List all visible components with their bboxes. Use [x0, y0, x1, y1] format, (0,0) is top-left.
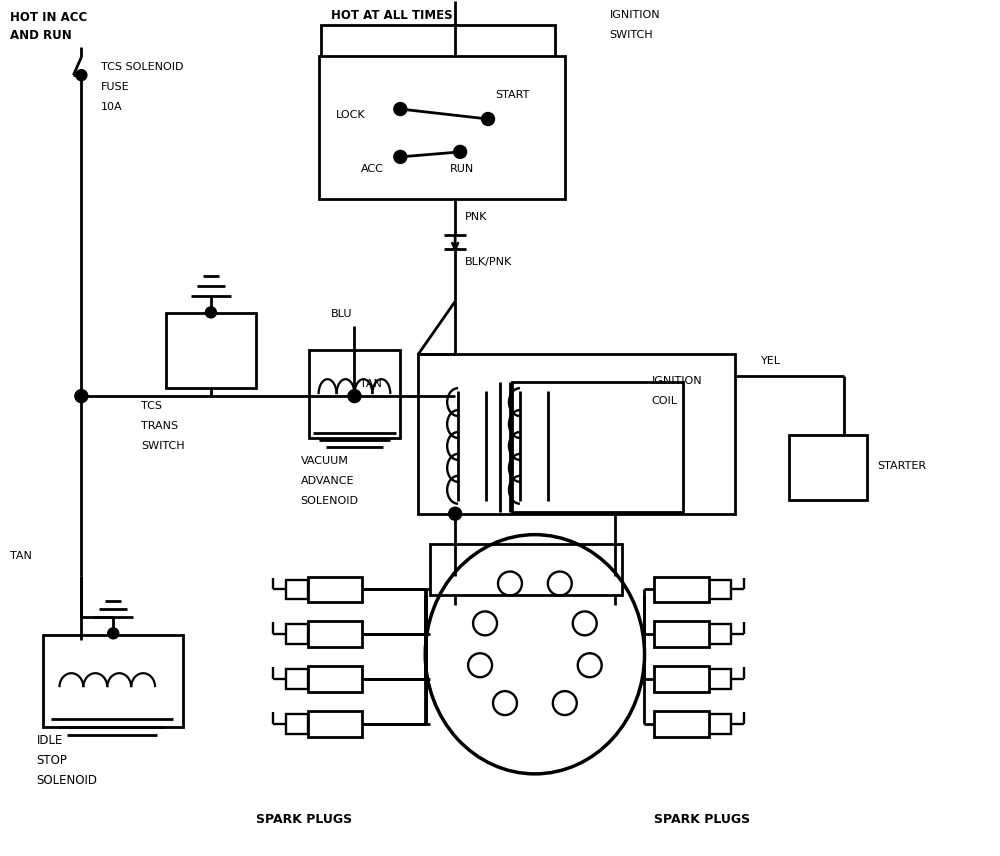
Bar [286, 580, 308, 599]
Text: SWITCH: SWITCH [610, 30, 653, 40]
Text: TAN: TAN [10, 550, 31, 561]
Bar [709, 714, 731, 734]
Text: PNK: PNK [465, 211, 487, 222]
Text: TCS SOLENOID: TCS SOLENOID [101, 62, 184, 72]
Bar [709, 669, 731, 689]
Bar [654, 577, 709, 603]
Bar [308, 577, 362, 603]
Text: ACC: ACC [360, 163, 383, 174]
Text: START: START [495, 90, 529, 100]
Circle shape [108, 627, 119, 639]
Circle shape [454, 146, 467, 158]
Text: SPARK PLUGS: SPARK PLUGS [256, 813, 352, 826]
Text: 10A: 10A [101, 102, 123, 112]
Bar [166, 313, 256, 388]
Bar [286, 714, 308, 734]
Text: COIL: COIL [652, 396, 678, 406]
Bar [286, 669, 308, 689]
Circle shape [348, 389, 361, 402]
Bar [286, 624, 308, 645]
Circle shape [449, 508, 462, 520]
Text: BLU: BLU [331, 309, 352, 319]
Text: SOLENOID: SOLENOID [301, 496, 359, 506]
Bar [654, 621, 709, 647]
Text: ADVANCE: ADVANCE [301, 476, 354, 486]
Text: SWITCH: SWITCH [141, 441, 185, 451]
Text: VACUUM: VACUUM [301, 456, 349, 466]
Bar [654, 666, 709, 693]
Bar [319, 56, 565, 199]
Text: IDLE: IDLE [37, 734, 63, 747]
Text: AND RUN: AND RUN [10, 29, 71, 42]
Text: STARTER: STARTER [877, 461, 926, 471]
Bar [308, 711, 362, 737]
Text: LOCK: LOCK [336, 110, 365, 120]
Text: BLK/PNK: BLK/PNK [465, 257, 512, 266]
Circle shape [75, 389, 88, 402]
Bar [308, 621, 362, 647]
Bar [43, 635, 183, 727]
Text: SOLENOID: SOLENOID [37, 775, 98, 788]
Text: RUN: RUN [450, 163, 474, 174]
Text: STOP: STOP [37, 754, 67, 768]
Text: IGNITION: IGNITION [610, 10, 660, 21]
Circle shape [205, 307, 216, 318]
Bar [430, 544, 622, 596]
Circle shape [76, 69, 87, 80]
Circle shape [394, 103, 407, 116]
Text: IGNITION: IGNITION [652, 376, 702, 386]
Bar [789, 435, 867, 500]
Text: TCS: TCS [141, 401, 162, 411]
Circle shape [394, 151, 407, 163]
Circle shape [482, 112, 495, 126]
Text: SPARK PLUGS: SPARK PLUGS [654, 813, 751, 826]
Bar [709, 580, 731, 599]
Bar [321, 26, 555, 107]
Text: YEL: YEL [761, 356, 781, 366]
Bar [512, 382, 683, 512]
Bar [418, 354, 735, 514]
Bar [308, 666, 362, 693]
Bar [309, 350, 400, 438]
Bar [654, 711, 709, 737]
Text: TRANS: TRANS [141, 421, 178, 431]
Text: HOT IN ACC: HOT IN ACC [10, 11, 87, 24]
Text: TAN: TAN [360, 379, 382, 389]
Bar [709, 624, 731, 645]
Text: FUSE: FUSE [101, 82, 130, 92]
Text: HOT AT ALL TIMES: HOT AT ALL TIMES [331, 9, 452, 22]
